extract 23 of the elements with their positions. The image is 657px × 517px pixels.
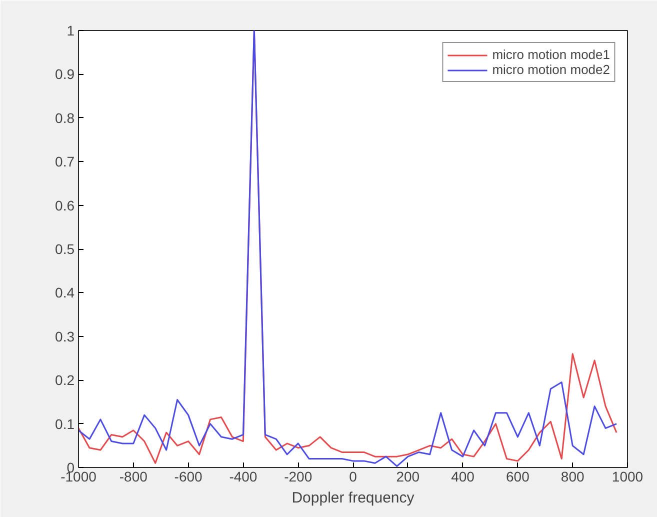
x-tick-label: 1000 [612,468,644,484]
y-tick-label: 0.6 [55,197,75,214]
y-tick-label: 0.4 [55,284,75,301]
x-tick-label: -400 [229,468,258,484]
x-tick-label: 400 [451,468,475,484]
x-tick-label: -600 [174,468,203,484]
x-tick-label: -200 [284,468,312,484]
y-tick-label: 0.3 [55,328,75,344]
y-tick-label: 1 [66,22,75,38]
y-tick-label: 0.1 [55,416,75,432]
x-tick-label: 600 [506,468,530,484]
y-tick-label: 0.2 [55,372,75,388]
y-tick-label: 0.5 [55,241,75,257]
x-tick-label: 200 [396,468,420,484]
y-tick-label: 0.7 [55,154,75,170]
x-tick-label: 0 [349,468,358,484]
y-tick-label: 0.9 [55,66,75,82]
x-tick-label: -800 [119,468,148,484]
x-axis-title: Doppler frequency [292,490,415,506]
legend-label: micro motion mode1 [492,47,610,62]
y-tick-label: 0.8 [55,110,75,126]
x-tick-label: 800 [560,468,584,484]
legend-label: micro motion mode2 [492,62,610,77]
